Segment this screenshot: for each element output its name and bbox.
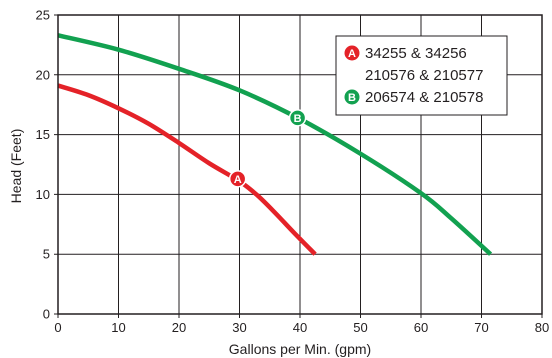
legend: A 34255 & 34256 210576 & 210577 B 206574 & 2…: [335, 35, 508, 116]
x-tick-label: 40: [293, 320, 307, 335]
legend-marker: [344, 89, 360, 105]
legend-entry-a: A 34255 & 34256 210576 & 210577: [344, 45, 483, 84]
y-tick-label: 0: [43, 307, 50, 322]
legend-label: 210576 & 210577: [365, 67, 483, 84]
curve-a-marker: A: [228, 170, 247, 188]
y-tick-label: 25: [36, 8, 50, 23]
x-tick-label: 70: [474, 320, 488, 335]
y-tick-label: 20: [36, 67, 50, 82]
legend-box: [335, 35, 508, 116]
legend-label: 34255 & 34256: [365, 45, 467, 62]
x-tick-label: 10: [111, 320, 125, 335]
marker-circle: [288, 109, 307, 127]
y-tick-label: 5: [43, 247, 50, 262]
x-tick-label: 0: [54, 320, 61, 335]
x-tick-label: 50: [353, 320, 367, 335]
x-tick-label: 20: [172, 320, 186, 335]
marker-letter: A: [234, 174, 242, 186]
curve-b-marker: B: [288, 109, 307, 127]
legend-marker-letter: A: [348, 48, 356, 60]
y-tick-label: 10: [36, 187, 50, 202]
marker-circle: [228, 170, 247, 188]
legend-entry-b: B 206574 & 210578: [344, 89, 483, 106]
x-tick-label: 80: [535, 320, 549, 335]
x-axis-title: Gallons per Min. (gpm): [229, 341, 371, 357]
plot-frame: [57, 14, 543, 315]
y-axis-title: Head (Feet): [8, 129, 24, 204]
x-tick-label: 30: [232, 320, 246, 335]
legend-marker-letter: B: [348, 92, 356, 104]
x-tick-label: 60: [414, 320, 428, 335]
y-tick-label: 15: [36, 127, 50, 142]
tick-labels: 0 10 20 30 40 50 60 70 80 0 5 10 15 20 25: [36, 8, 550, 336]
marker-letter: B: [294, 113, 302, 125]
legend-marker: [344, 45, 360, 61]
curve-markers: AB: [228, 109, 307, 188]
curve-a-line: [57, 83, 317, 256]
legend-label: 206574 & 210578: [365, 89, 483, 106]
